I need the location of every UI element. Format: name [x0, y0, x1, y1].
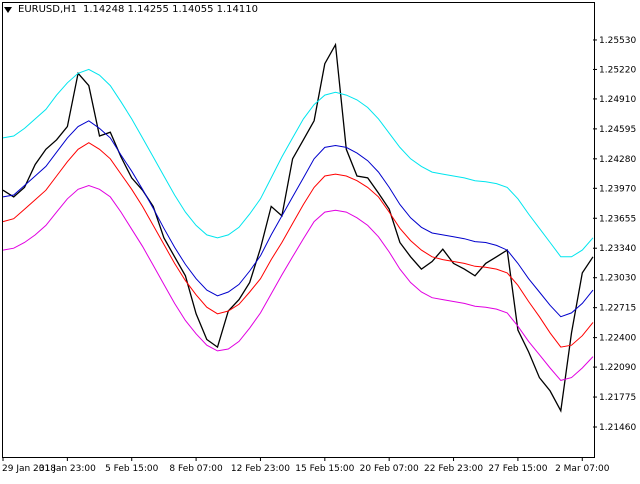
y-tick-label: 1.25530 — [599, 36, 636, 46]
x-tick-label: 20 Feb 07:00 — [360, 464, 419, 474]
y-tick-label: 1.22400 — [599, 334, 636, 344]
series-line-2 — [2, 120, 594, 318]
quote-values: 1.14248 1.14255 1.14055 1.14110 — [83, 4, 258, 15]
y-tick-label: 1.22715 — [599, 304, 636, 314]
x-tick-label: 8 Feb 07:00 — [169, 464, 223, 474]
y-tick-label: 1.24280 — [599, 155, 636, 165]
y-tick-label: 1.23970 — [599, 184, 636, 194]
series-line-1 — [2, 142, 594, 348]
x-tick-label: 15 Feb 15:00 — [295, 464, 354, 474]
dropdown-triangle-icon[interactable] — [4, 6, 12, 13]
y-tick-label: 1.23655 — [599, 214, 636, 224]
y-tick-label: 1.24595 — [599, 125, 636, 135]
y-tick-label: 1.21775 — [599, 393, 636, 403]
x-tick-label: 27 Feb 15:00 — [488, 464, 547, 474]
series-line-0 — [2, 42, 594, 413]
y-tick-label: 1.22090 — [599, 363, 636, 373]
x-tick-label: 22 Feb 23:00 — [424, 464, 483, 474]
x-tick-label: 2 Mar 07:00 — [555, 464, 610, 474]
symbol-label: EURUSD,H1 — [18, 4, 78, 15]
x-tick-label: 31 Jan 23:00 — [39, 464, 96, 474]
y-axis: 1.25530 1.25220 1.24910 1.24595 1.24280 1.239… — [593, 36, 636, 433]
y-tick-label: 1.23340 — [599, 244, 636, 254]
series-line-4 — [2, 184, 594, 381]
plot-frame — [2, 2, 595, 458]
y-tick-label: 1.25220 — [599, 65, 636, 75]
series-layer — [2, 42, 594, 413]
x-tick-label: 29 Jan 2018 — [2, 464, 56, 474]
x-tick-label: 5 Feb 15:00 — [105, 464, 159, 474]
y-tick-label: 1.23030 — [599, 274, 636, 284]
series-line-3 — [2, 68, 594, 258]
chart-header: EURUSD,H1 1.14248 1.14255 1.14055 1.1411… — [4, 4, 258, 15]
y-tick-label: 1.24910 — [599, 95, 636, 105]
y-tick-label: 1.21460 — [599, 423, 636, 433]
x-tick-label: 12 Feb 23:00 — [231, 464, 290, 474]
